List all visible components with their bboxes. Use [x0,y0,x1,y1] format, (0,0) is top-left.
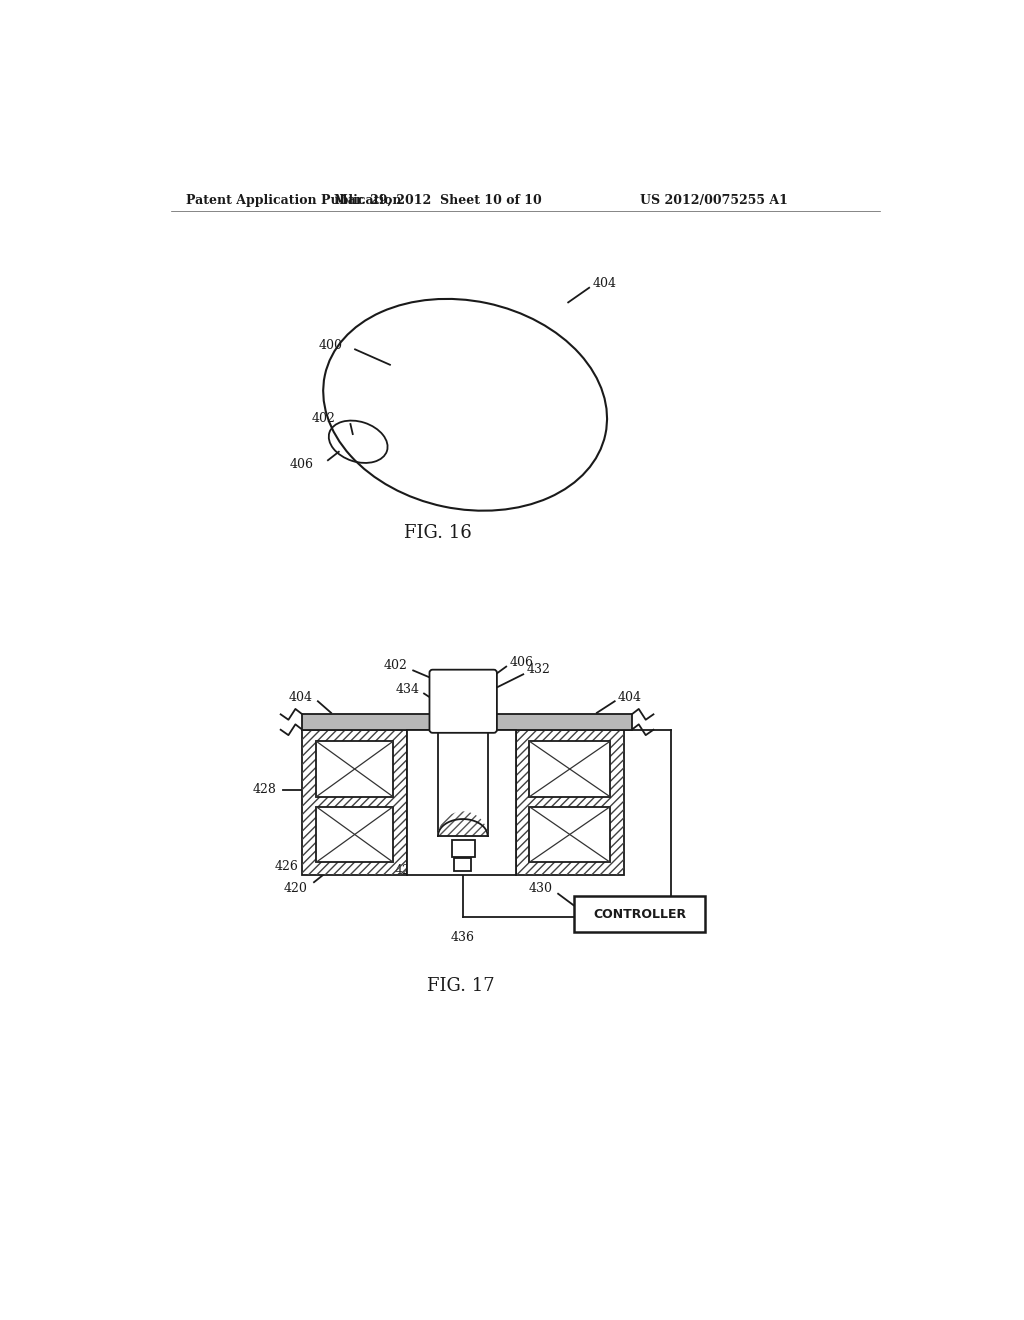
Text: FIG. 17: FIG. 17 [427,977,495,995]
Bar [302,730,407,875]
Text: FIG. 16: FIG. 16 [404,524,472,541]
Bar [302,730,407,875]
Bar [529,807,610,862]
Bar [316,807,393,862]
Bar [452,840,475,857]
Text: CONTROLLER: CONTROLLER [593,908,686,920]
Bar [438,730,488,836]
Text: 436: 436 [451,931,475,944]
Text: US 2012/0075255 A1: US 2012/0075255 A1 [640,194,787,207]
Bar [515,730,624,875]
Text: 400: 400 [318,339,343,352]
Polygon shape [438,820,487,836]
Text: Patent Application Publication: Patent Application Publication [186,194,401,207]
Bar [515,730,624,875]
Text: 406: 406 [509,656,534,669]
FancyBboxPatch shape [429,669,497,733]
Text: 406: 406 [289,458,313,471]
Text: Mar. 29, 2012  Sheet 10 of 10: Mar. 29, 2012 Sheet 10 of 10 [334,194,542,207]
Bar [573,896,706,932]
Text: 402: 402 [311,412,336,425]
Text: 434: 434 [395,684,420,696]
Text: 404: 404 [593,277,617,290]
Text: 422: 422 [563,809,588,822]
Text: 402: 402 [383,659,407,672]
Bar [433,711,493,729]
Bar [455,858,471,871]
Bar [302,714,632,730]
Text: 404: 404 [617,690,642,704]
Text: 432: 432 [526,663,550,676]
Text: 420: 420 [284,882,308,895]
Text: 424: 424 [394,865,419,878]
Bar [316,742,393,797]
Text: 426: 426 [274,861,299,874]
Bar [407,730,515,875]
Text: 430: 430 [528,882,553,895]
Text: 404: 404 [289,690,312,704]
Text: 428: 428 [253,783,276,796]
Bar [529,742,610,797]
